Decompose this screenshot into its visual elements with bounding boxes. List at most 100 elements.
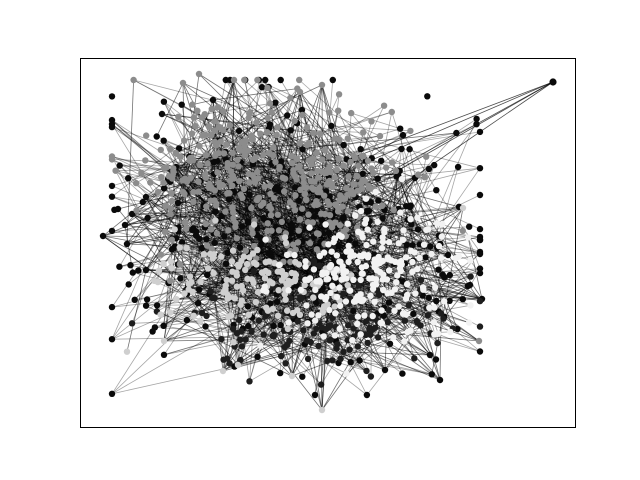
graph-node (347, 314, 355, 321)
graph-node (235, 127, 243, 135)
graph-node (375, 197, 382, 204)
graph-node (312, 286, 319, 293)
graph-node (253, 119, 260, 126)
graph-node (397, 258, 405, 265)
graph-node (200, 251, 208, 258)
graph-node (297, 286, 305, 294)
graph-node (407, 327, 414, 334)
graph-node (440, 315, 447, 322)
graph-node (296, 140, 303, 147)
graph-node (128, 320, 136, 327)
graph-node (367, 292, 374, 299)
graph-node (334, 208, 342, 215)
graph-node (337, 192, 344, 199)
graph-node (234, 361, 242, 369)
graph-node (244, 275, 251, 282)
graph-node (168, 236, 175, 243)
graph-node (427, 243, 434, 250)
graph-node (275, 287, 282, 294)
graph-node (425, 165, 433, 173)
graph-node (406, 146, 413, 153)
graph-edge (145, 160, 177, 168)
graph-node (354, 320, 361, 328)
graph-edge (467, 237, 481, 269)
graph-node (181, 219, 189, 226)
graph-node (329, 282, 336, 289)
graph-node (236, 244, 244, 251)
graph-edge (312, 133, 319, 346)
graph-node (168, 265, 175, 272)
graph-node (347, 158, 354, 166)
graph-node (245, 114, 252, 122)
graph-node (235, 163, 242, 170)
graph-node (149, 328, 156, 335)
graph-node (266, 278, 273, 285)
graph-node (364, 339, 371, 347)
graph-edge (268, 179, 297, 254)
graph-edge (394, 81, 554, 191)
graph-node (266, 100, 274, 107)
graph-node (384, 290, 391, 297)
graph-node (224, 160, 231, 167)
graph-node (242, 336, 249, 343)
graph-node (329, 314, 336, 322)
graph-node (116, 162, 123, 169)
graph-node (99, 232, 107, 240)
graph-node (438, 233, 445, 240)
graph-node (358, 230, 365, 238)
graph-node (341, 195, 349, 202)
graph-node (414, 226, 422, 233)
graph-node (305, 276, 312, 283)
graph-node (167, 205, 174, 212)
graph-node (214, 169, 221, 176)
graph-edge (374, 81, 554, 181)
graph-node (357, 276, 364, 284)
graph-edge (313, 207, 464, 262)
graph-node (234, 261, 241, 269)
graph-node (229, 268, 236, 275)
graph-edge (174, 208, 399, 247)
graph-node (306, 239, 314, 247)
graph-edge (193, 191, 407, 258)
graph-edge (182, 222, 236, 248)
graph-edge (177, 73, 200, 232)
graph-node (208, 226, 215, 233)
graph-node (217, 138, 224, 145)
graph-edge (351, 112, 401, 130)
graph-node (425, 226, 432, 233)
graph-node (274, 268, 281, 275)
graph-node (133, 207, 140, 214)
graph-node (304, 219, 312, 226)
graph-edge (111, 156, 162, 255)
graph-edge (163, 314, 301, 356)
graph-node (435, 266, 442, 273)
graph-node (135, 267, 142, 274)
graph-node (313, 246, 320, 253)
graph-node (307, 338, 314, 346)
graph-node (203, 312, 210, 320)
graph-node (284, 307, 291, 314)
graph-node (243, 260, 251, 268)
graph-node (275, 227, 283, 234)
graph-node (364, 226, 371, 233)
graph-node (154, 188, 162, 196)
graph-node (142, 266, 150, 274)
graph-node (218, 253, 225, 260)
graph-node (257, 342, 264, 349)
graph-node (357, 291, 364, 298)
graph-node (231, 295, 238, 302)
graph-node (345, 322, 352, 329)
graph-node (283, 251, 291, 259)
graph-node (194, 107, 201, 115)
graph-node (282, 360, 289, 367)
graph-node (318, 81, 326, 89)
graph-edge (286, 245, 426, 258)
graph-node (431, 161, 438, 169)
graph-node (357, 331, 364, 338)
graph-edge (111, 123, 179, 232)
graph-node (212, 217, 219, 224)
graph-node (270, 331, 277, 339)
graph-node (295, 261, 303, 268)
graph-node (391, 307, 398, 314)
graph-edge (331, 167, 481, 185)
